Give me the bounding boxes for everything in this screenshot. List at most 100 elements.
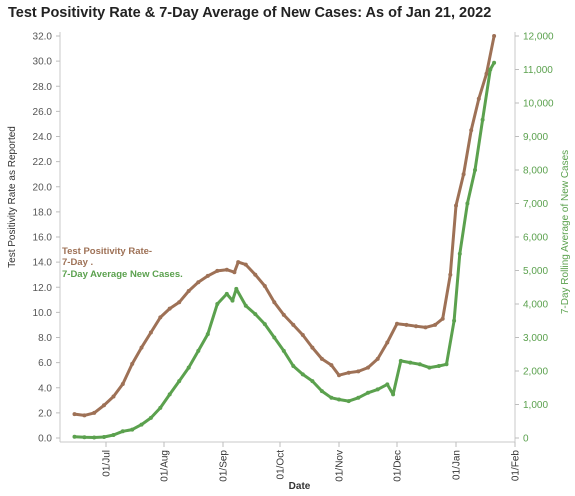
positivity-point xyxy=(414,324,418,329)
left-tick-label: 2.0 xyxy=(38,408,52,419)
cases-point xyxy=(72,434,77,439)
x-tick-label: 01/Feb xyxy=(511,450,522,482)
positivity-point xyxy=(440,316,445,321)
positivity-point xyxy=(272,300,277,305)
positivity-point xyxy=(186,289,191,293)
left-tick-label: 6.0 xyxy=(38,358,52,369)
left-tick-label: 10.0 xyxy=(33,308,53,319)
cases-point xyxy=(111,433,116,437)
positivity-point xyxy=(291,322,296,327)
positivity-point xyxy=(385,340,390,345)
left-tick-label: 8.0 xyxy=(38,333,52,344)
chart-title: Test Positivity Rate & 7-Day Average of … xyxy=(8,5,492,21)
cases-point xyxy=(215,302,220,306)
positivity-point xyxy=(130,361,135,366)
cases-point xyxy=(417,362,422,367)
cases-point xyxy=(375,387,380,392)
cases-point xyxy=(234,286,239,291)
left-tick-label: 24.0 xyxy=(33,132,53,143)
cases-point xyxy=(102,435,106,439)
right-tick-label: 3,000 xyxy=(523,333,548,344)
cases-point xyxy=(281,348,286,353)
positivity-point xyxy=(319,356,324,361)
positivity-point xyxy=(469,128,474,133)
cases-point xyxy=(398,358,403,363)
left-tick-label: 32.0 xyxy=(33,32,53,43)
cases-point xyxy=(230,298,235,303)
positivity-point xyxy=(92,410,97,415)
positivity-point xyxy=(120,382,125,386)
positivity-point xyxy=(337,373,341,378)
cases-point xyxy=(148,415,153,420)
positivity-point xyxy=(139,345,144,350)
positivity-line xyxy=(73,34,496,417)
positivity-point xyxy=(72,412,77,417)
cases-point xyxy=(391,392,396,397)
positivity-point xyxy=(102,403,106,408)
right-tick-label: 4,000 xyxy=(523,300,548,311)
cases-point xyxy=(356,395,361,400)
x-tick-label: 01/Jul xyxy=(102,450,113,477)
cases-point xyxy=(408,360,413,365)
cases-point xyxy=(452,318,457,323)
x-tick-label: 01/Oct xyxy=(276,450,287,480)
cases-point xyxy=(473,168,477,172)
legend-positivity-line2: 7-Day . xyxy=(62,257,93,268)
positivity-point xyxy=(375,356,380,361)
right-tick-label: 9,000 xyxy=(523,132,548,143)
left-tick-label: 30.0 xyxy=(33,57,53,68)
right-tick-label: 0 xyxy=(523,434,529,445)
left-tick-label: 14.0 xyxy=(33,258,53,269)
left-tick-label: 28.0 xyxy=(33,82,53,93)
cases-point xyxy=(158,405,163,410)
positivity-point xyxy=(148,330,153,335)
positivity-point xyxy=(111,394,116,399)
positivity-point xyxy=(476,96,481,101)
positivity-point xyxy=(196,280,201,285)
positivity-point xyxy=(433,322,438,327)
positivity-point xyxy=(310,345,315,350)
left-tick-label: 20.0 xyxy=(33,182,53,193)
x-axis-title: Date xyxy=(289,481,311,492)
left-tick-label: 16.0 xyxy=(33,233,53,244)
cases-point xyxy=(337,397,341,402)
cases-point xyxy=(130,427,135,432)
positivity-point xyxy=(484,71,489,76)
cases-point xyxy=(205,332,210,337)
x-tick-label: 01/Dec xyxy=(393,450,404,482)
positivity-point xyxy=(448,272,453,277)
left-tick-label: 12.0 xyxy=(33,283,53,294)
cases-point xyxy=(492,60,497,65)
positivity-point xyxy=(253,272,258,277)
left-tick-label: 18.0 xyxy=(33,207,53,218)
cases-point xyxy=(480,117,485,122)
positivity-point xyxy=(423,325,428,330)
cases-point xyxy=(291,364,296,368)
x-tick-label: 01/Jan xyxy=(452,450,463,480)
x-tick-label: 01/Sep xyxy=(219,450,230,482)
cases-point xyxy=(346,399,351,404)
positivity-point xyxy=(262,284,267,288)
positivity-point xyxy=(224,267,229,272)
right-tick-label: 1,000 xyxy=(523,400,548,411)
left-axis-title: Test Positivity Rate as Reported xyxy=(7,126,18,268)
positivity-point xyxy=(177,300,182,305)
right-tick-label: 10,000 xyxy=(523,99,554,110)
positivity-point xyxy=(346,370,351,375)
cases-point xyxy=(300,372,305,377)
cases-point xyxy=(120,429,125,434)
right-tick-label: 8,000 xyxy=(523,166,548,177)
cases-point xyxy=(385,382,390,387)
cases-point xyxy=(224,291,229,296)
positivity-point xyxy=(454,203,458,208)
cases-point xyxy=(196,348,201,353)
positivity-point xyxy=(461,172,466,177)
right-tick-label: 7,000 xyxy=(523,199,548,210)
positivity-point xyxy=(158,315,163,320)
cases-point xyxy=(139,422,144,427)
positivity-point xyxy=(404,322,409,327)
positivity-point xyxy=(281,312,286,317)
positivity-point xyxy=(215,268,220,273)
